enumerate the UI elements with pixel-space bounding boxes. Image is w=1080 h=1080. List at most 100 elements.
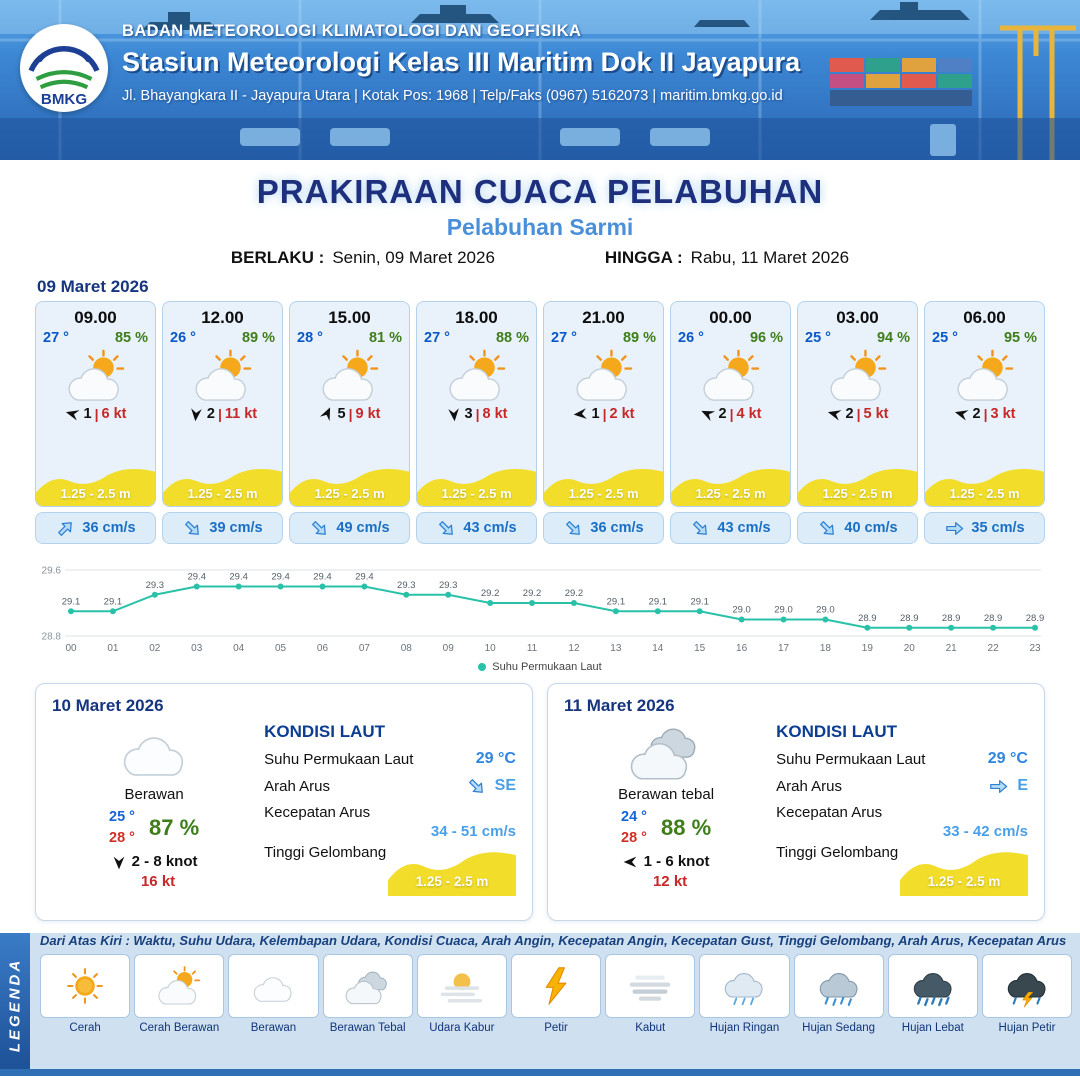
wind-direction-icon (63, 404, 83, 424)
air-temperature: 27 ° (424, 330, 450, 346)
sea-condition-heading: KONDISI LAUT (264, 722, 386, 741)
daily-condition: Berawan tebal (618, 786, 715, 803)
wind-separator: | (217, 406, 222, 422)
temp-humidity-row: 27 ° 88 % (417, 328, 536, 346)
wind-direction-icon (697, 403, 718, 424)
current-direction-icon (179, 515, 206, 542)
svg-text:28.9: 28.9 (984, 613, 1003, 624)
legend-item: Hujan Sedang (793, 954, 884, 1034)
legend-weather-icon (340, 964, 396, 1008)
hourly-card-body: 12.00 26 ° 89 % 2 | 11 kt 1.25 - 2.5 m (162, 301, 283, 507)
daily-temp-max: 28 ° (621, 830, 647, 847)
valid-from-value: Senin, 09 Maret 2026 (332, 248, 495, 267)
wave-shape (798, 468, 917, 506)
sst-value: 29 °C (987, 750, 1028, 767)
wind-value: 5 (337, 406, 346, 422)
humidity: 96 % (749, 330, 783, 346)
bmkg-logo-icon: BMKG (21, 25, 107, 111)
air-temperature: 25 ° (932, 330, 958, 346)
legend-item: Cerah (40, 954, 131, 1034)
legend-label: Kabut (635, 1022, 666, 1034)
wind-speed: 8 kt (482, 406, 508, 422)
humidity: 81 % (368, 330, 402, 346)
weather-condition-icon (946, 348, 1024, 404)
legend-label: Cerah (69, 1022, 101, 1034)
svg-text:15: 15 (694, 643, 706, 654)
legend-item: Kabut (605, 954, 696, 1034)
validity-row: BERLAKU : Senin, 09 Maret 2026 HINGGA : Ra… (0, 248, 1080, 268)
air-temperature: 26 ° (170, 330, 196, 346)
forecast-time: 15.00 (328, 308, 371, 327)
header-text: BADAN METEOROLOGI KLIMATOLOGI DAN GEOFIS… (122, 22, 1070, 104)
svg-text:29.2: 29.2 (481, 588, 500, 599)
legend-item: Berawan (228, 954, 319, 1034)
wind-row: 2 | 4 kt (700, 406, 762, 422)
svg-text:29.1: 29.1 (62, 596, 81, 607)
station-name: Stasiun Meteorologi Kelas III Maritim Do… (122, 47, 801, 77)
wave-height: 1.25 - 2.5 m (60, 486, 131, 501)
current-speed: 43 cm/s (463, 520, 517, 536)
wave-height: 1.25 - 2.5 m (822, 486, 893, 501)
air-temperature: 27 ° (43, 330, 69, 346)
wave-shape (163, 468, 282, 506)
wave-shape (544, 468, 663, 506)
wave-shape (417, 468, 536, 506)
svg-text:07: 07 (359, 643, 371, 654)
wind-speed: 4 kt (736, 406, 762, 422)
wind-row: 1 | 2 kt (573, 406, 635, 422)
wind-value: 2 (718, 406, 727, 422)
wave-height-row: Tinggi Gelombang 1.25 - 2.5 m (776, 844, 1028, 896)
hourly-forecast-card: 03.00 25 ° 94 % 2 | 5 kt 1.25 - 2.5 m (797, 301, 918, 544)
hourly-card-body: 15.00 28 ° 81 % 5 | 9 kt 1.25 - 2.5 m (289, 301, 410, 507)
legend-label: Hujan Sedang (802, 1022, 876, 1034)
wind-row: 2 | 3 kt (954, 406, 1016, 422)
air-temperature: 28 ° (297, 330, 323, 346)
svg-text:28.9: 28.9 (900, 613, 919, 624)
current-direction-icon (944, 520, 965, 537)
current-speed-box: 35 cm/s (924, 512, 1045, 544)
current-speed-label: Kecepatan Arus (776, 804, 883, 821)
forecast-time: 09.00 (74, 308, 117, 327)
daily-temps: 24 ° 28 ° 88 % (621, 807, 711, 849)
wind-separator: | (856, 406, 861, 422)
daily-weather-icon (106, 718, 202, 784)
chart-legend-dot (478, 663, 487, 671)
daily-temp-column: 24 ° 28 ° (621, 807, 647, 849)
legend-icon-box (793, 954, 884, 1018)
svg-text:23: 23 (1029, 643, 1041, 654)
current-speed-box: 43 cm/s (416, 512, 537, 544)
svg-text:29.4: 29.4 (187, 572, 206, 583)
temp-humidity-row: 28 ° 81 % (290, 328, 409, 346)
current-speed-box: 43 cm/s (670, 512, 791, 544)
legend-icon-box (322, 954, 413, 1018)
legend-weather-icon (528, 964, 584, 1008)
svg-text:29.2: 29.2 (565, 588, 584, 599)
legend-label: Berawan Tebal (329, 1022, 406, 1034)
wave-height: 1.25 - 2.5 m (695, 486, 766, 501)
daily-card-day1: 10 Maret 2026 Berawan 25 ° 28 ° 87 % 2 (35, 683, 533, 921)
hourly-forecast-card: 12.00 26 ° 89 % 2 | 11 kt 1.25 - 2.5 m (162, 301, 283, 544)
svg-text:17: 17 (778, 643, 790, 654)
wave-height-band: 1.25 - 2.5 m (544, 462, 663, 506)
legend-label: Cerah Berawan (139, 1022, 220, 1034)
wind-separator: | (348, 406, 353, 422)
current-direction-icon (433, 515, 460, 542)
weather-condition-icon (57, 348, 135, 404)
sst-chart-section: 28.8 29.6 29.1 00 29.1 01 29.3 02 29.4 03 29.4 04 29… (35, 552, 1045, 674)
legend-label: Hujan Ringan (709, 1022, 780, 1034)
svg-text:20: 20 (904, 643, 916, 654)
daily-card-day2: 11 Maret 2026 Berawan tebal 24 ° 28 ° 88… (547, 683, 1045, 921)
svg-text:29.1: 29.1 (104, 596, 123, 607)
current-direction-icon (560, 515, 587, 542)
daily-forecast-section: 10 Maret 2026 Berawan 25 ° 28 ° 87 % 2 (0, 683, 1080, 921)
sst-row: Suhu Permukaan Laut 29 °C (776, 750, 1028, 768)
legend-item: Petir (510, 954, 602, 1034)
temp-humidity-row: 27 ° 89 % (544, 328, 663, 346)
legend-label: Hujan Lebat (901, 1022, 964, 1034)
weather-condition-icon (692, 348, 770, 404)
temp-humidity-row: 26 ° 96 % (671, 328, 790, 346)
hourly-cards-row: 09.00 27 ° 85 % 1 | 6 kt 1.25 - 2.5 m (0, 301, 1080, 544)
wave-height-block: 1.25 - 2.5 m (387, 844, 516, 896)
svg-text:05: 05 (275, 643, 287, 654)
svg-text:28.8: 28.8 (42, 632, 62, 643)
